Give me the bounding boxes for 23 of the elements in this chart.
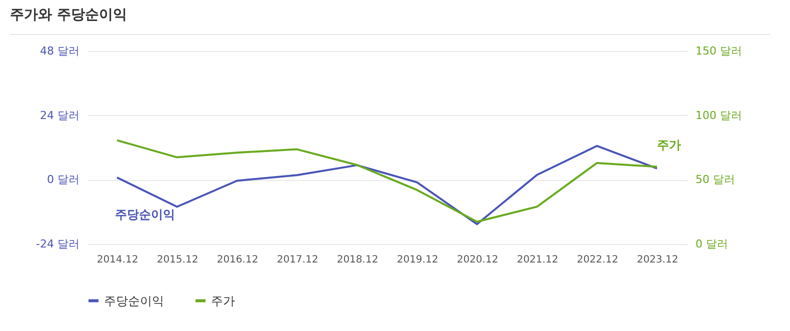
y-tick-label: 0 달러 [47, 173, 80, 186]
x-tick-label: 2017.12 [276, 254, 318, 266]
y2-tick-label: 100 달러 [696, 108, 742, 122]
legend-label: 주가 [211, 294, 235, 308]
x-tick-label: 2019.12 [396, 254, 438, 266]
x-tick-label: 2015.12 [156, 254, 198, 266]
y-tick-label: -24 달러 [36, 238, 80, 250]
x-tick-label: 2022.12 [576, 254, 618, 266]
y-tick-label: 24 달러 [40, 108, 80, 122]
legend-label: 주당순이익 [104, 294, 164, 308]
y-tick-label: 48 달러 [40, 44, 80, 58]
x-tick-label: 2018.12 [336, 254, 378, 266]
x-tick-label: 2014.12 [96, 254, 138, 266]
y2-tick-label: 0 달러 [696, 238, 728, 250]
chart-title: 주가와 주당순이익 [10, 6, 770, 35]
x-tick-label: 2016.12 [216, 254, 258, 266]
x-tick-label: 2020.12 [456, 254, 498, 266]
x-tick-label: 2021.12 [516, 254, 558, 266]
x-tick-label: 2023.12 [636, 254, 678, 266]
y2-tick-label: 50 달러 [696, 173, 735, 186]
text: 주당순이익 [115, 208, 175, 222]
y2-tick-label: 150 달러 [696, 44, 742, 58]
text: 주가 [657, 138, 681, 152]
